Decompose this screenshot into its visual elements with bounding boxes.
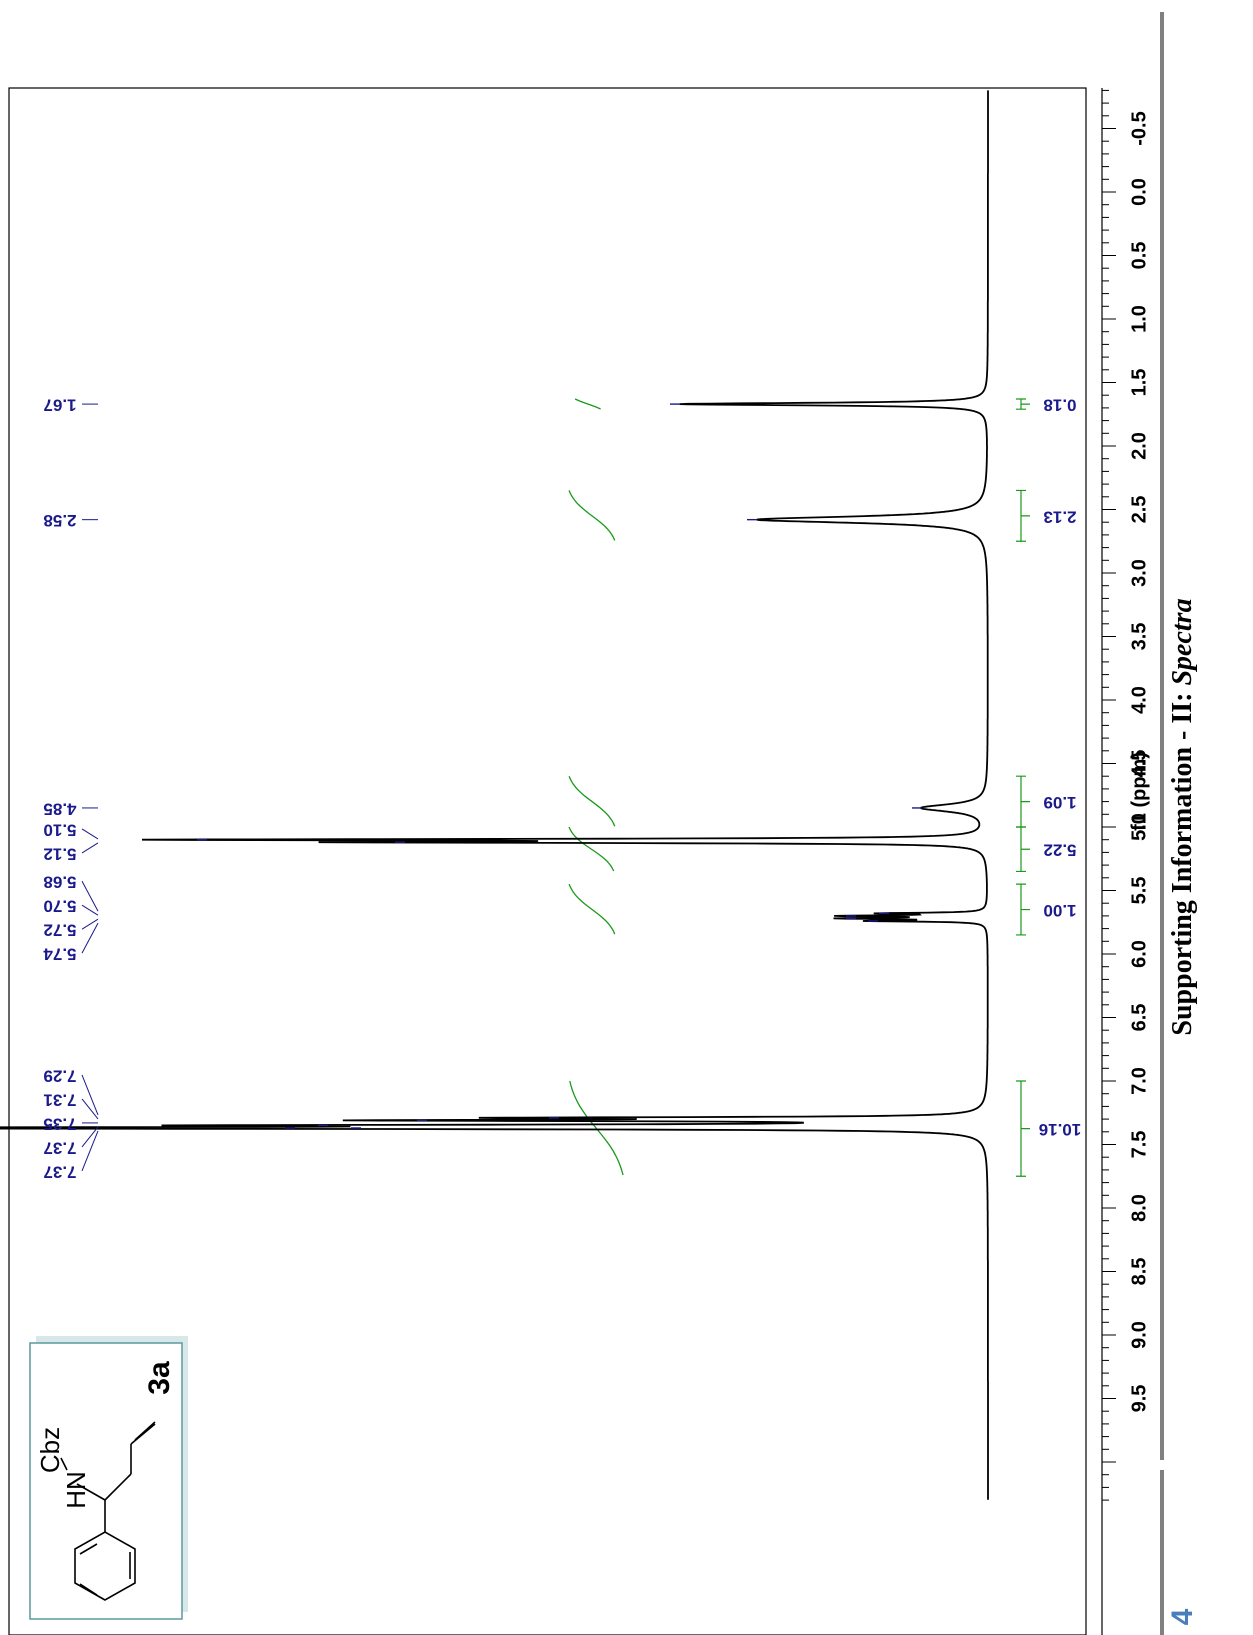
integral-bracket: [1016, 489, 1030, 542]
side-title-italic: Spectra: [1167, 598, 1198, 686]
x-tick-label: 7.5: [1128, 1131, 1150, 1159]
x-tick-label: 0.5: [1128, 242, 1150, 270]
x-tick-label: 9.0: [1128, 1321, 1150, 1349]
integral-bracket: [1016, 1080, 1030, 1177]
peak-label-leader: [81, 922, 99, 954]
integral-curve: [574, 398, 601, 410]
x-tick-label: 3.0: [1128, 559, 1150, 587]
peak-label-leader: [81, 1098, 99, 1120]
peak-label: 7.31: [43, 1090, 76, 1109]
page-number: 4: [1166, 1608, 1199, 1626]
x-tick-label: -0.5: [1128, 111, 1150, 145]
peak-label: 7.35: [43, 1114, 76, 1133]
integral-value: 0.18: [1043, 396, 1076, 415]
structure-box: HN Cbz 3a: [29, 1336, 188, 1620]
peak-label: 7.37: [43, 1138, 76, 1157]
nh-label: HN: [61, 1471, 91, 1509]
integral-value: 10.16: [1039, 1120, 1082, 1139]
peak-label-leader: [81, 1130, 99, 1172]
peak-label: 5.70: [43, 897, 76, 916]
integral-layer: 0.18 2.13 1.09 5.22 1.00 10.16: [568, 396, 1082, 1177]
plot-frame: [8, 87, 1087, 1635]
x-axis-label: f1 (ppm): [1128, 752, 1150, 831]
peak-label: 5.12: [43, 844, 76, 863]
compound-id: 3a: [143, 1361, 176, 1395]
integral-curve: [568, 490, 616, 541]
spectrum-trace: [0, 90, 989, 1500]
peak-label: 4.85: [43, 799, 76, 818]
integral-value: 5.22: [1043, 841, 1076, 860]
peak-label: 2.58: [43, 511, 76, 530]
peak-label-leader: [81, 904, 99, 916]
x-tick-label: 6.0: [1128, 940, 1150, 968]
x-tick-label: 4.0: [1128, 686, 1150, 714]
structure-drawing: [60, 1421, 156, 1601]
peak-label: 5.72: [43, 921, 76, 940]
spectrum-layer: [0, 90, 989, 1500]
x-tick-label: 4.5: [1128, 750, 1150, 778]
x-tick-label: 8.5: [1128, 1258, 1150, 1286]
peak-label: 7.29: [43, 1066, 76, 1085]
peak-label-layer: 1.67 2.58 4.85 5.10 5.12 5.68 5.70 5.72 5.74 7.29…: [43, 396, 99, 1181]
integral-value: 1.09: [1043, 793, 1076, 812]
integral-curve: [569, 1080, 624, 1176]
x-tick-label: 0.0: [1128, 178, 1150, 206]
peak-label: 1.67: [43, 396, 76, 415]
integral-curve: [568, 826, 615, 872]
peak-label-leader: [81, 880, 99, 912]
peak-label-leader: [81, 918, 99, 930]
x-tick-label: 8.0: [1128, 1194, 1150, 1222]
x-tick-label: 1.5: [1128, 369, 1150, 397]
peak-label: 5.74: [43, 945, 77, 964]
integral-value: 1.00: [1043, 901, 1076, 920]
peak-label: 5.68: [43, 873, 76, 892]
integral-curve: [568, 883, 616, 935]
integral-bracket: [1016, 883, 1030, 936]
cbz-label: Cbz: [35, 1427, 65, 1473]
side-title: Supporting Information - II: Spectra: [1167, 598, 1199, 1035]
peak-label-leader: [81, 828, 99, 840]
integral-bracket: [1016, 826, 1030, 873]
side-title-main: Supporting Information - II:: [1167, 685, 1198, 1036]
x-tick-label: 3.5: [1128, 623, 1150, 651]
x-tick-label: 9.5: [1128, 1385, 1150, 1413]
peak-label: 5.10: [43, 820, 76, 839]
peak-label: 7.37: [43, 1162, 76, 1181]
x-tick-label: 7.0: [1128, 1067, 1150, 1095]
integral-curve: [568, 775, 616, 827]
integral-bracket: [1016, 775, 1030, 828]
integral-value: 2.13: [1043, 507, 1076, 526]
peak-label-leader: [81, 1074, 99, 1116]
x-tick-label: 2.5: [1128, 496, 1150, 524]
peak-label-leader: [81, 1126, 99, 1148]
x-axis: -0.5 0.0 0.5 1.0 1.5 2.0 2.5 3.0 3.5 4.0 4.5 5.0 5.5…: [1101, 88, 1150, 1635]
x-tick-label: 5.5: [1128, 877, 1150, 905]
x-tick-label: 1.0: [1128, 305, 1150, 333]
x-tick-label: 2.0: [1128, 432, 1150, 460]
x-tick-label: 6.5: [1128, 1004, 1150, 1032]
peak-label-leader: [81, 842, 99, 854]
integral-bracket: [1016, 398, 1030, 410]
x-tick-label: 5.0: [1128, 813, 1150, 841]
